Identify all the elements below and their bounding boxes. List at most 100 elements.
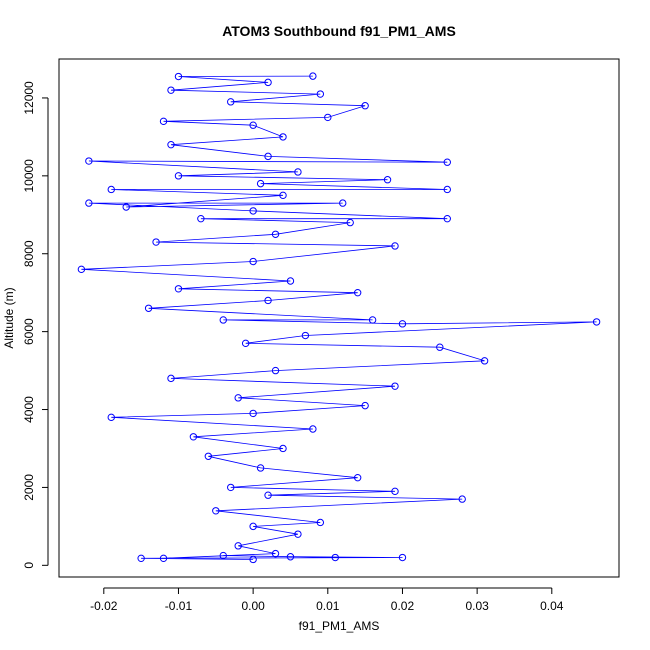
data-point — [480, 357, 489, 365]
data-point — [249, 207, 257, 215]
data-point — [346, 218, 354, 227]
data-point — [324, 113, 332, 122]
data-point — [458, 495, 466, 503]
data-point — [361, 102, 369, 110]
data-point — [189, 433, 198, 441]
data-point — [249, 522, 257, 531]
data-point — [85, 199, 93, 207]
data-point — [174, 285, 183, 293]
data-point — [271, 230, 280, 238]
x-axis-label: f91_PM1_AMS — [299, 619, 380, 633]
data-point — [279, 444, 287, 453]
data-point — [159, 117, 168, 126]
data-point — [398, 553, 407, 562]
data-point — [353, 288, 362, 297]
data-point — [256, 179, 265, 188]
data-point — [271, 366, 280, 375]
data-point — [316, 518, 325, 527]
y-tick-label: 0 — [22, 562, 36, 569]
data-point — [219, 551, 227, 560]
data-point — [241, 339, 250, 348]
data-point — [167, 140, 175, 149]
data-point — [264, 152, 272, 161]
data-point — [174, 72, 183, 81]
data-point — [234, 542, 242, 550]
data-point — [391, 487, 399, 496]
data-point — [167, 374, 175, 383]
data-point — [197, 214, 205, 223]
y-tick-label: 2000 — [22, 474, 36, 501]
data-point — [107, 185, 115, 194]
y-axis: 0 2000 4000 6000 8000 10000 12000 — [22, 81, 49, 569]
data-point — [331, 553, 339, 562]
data-point — [368, 316, 377, 324]
x-tick-label: -0.01 — [165, 599, 193, 613]
y-tick-label: 6000 — [22, 318, 36, 345]
data-point — [174, 172, 183, 180]
data-point — [391, 382, 399, 390]
data-point — [294, 530, 302, 538]
data-point — [383, 176, 392, 184]
data-point — [361, 401, 369, 410]
data-point — [443, 214, 451, 223]
x-tick-label: 0.02 — [391, 599, 415, 613]
data-point — [212, 507, 220, 515]
x-axis: -0.02 -0.01 0.00 0.01 0.02 0.03 0.04 — [90, 587, 564, 613]
data-point — [249, 555, 257, 564]
data-point — [152, 238, 160, 246]
data-point — [264, 296, 272, 305]
data-point — [294, 168, 302, 176]
data-point — [137, 554, 145, 563]
data-point — [286, 553, 295, 561]
data-point — [301, 331, 310, 340]
data-point — [592, 318, 601, 326]
data-point — [339, 199, 347, 207]
x-tick-label: 0.04 — [540, 599, 564, 613]
data-point — [391, 242, 399, 250]
data-point — [77, 265, 86, 274]
chart-title: ATOM3 Southbound f91_PM1_AMS — [222, 23, 456, 39]
series-line — [81, 75, 597, 560]
data-point — [264, 491, 272, 499]
data-point — [443, 185, 451, 194]
data-point — [144, 304, 153, 312]
data-point — [159, 554, 168, 563]
y-tick-label: 10000 — [22, 159, 36, 193]
data-point — [436, 343, 444, 351]
x-tick-label: -0.02 — [90, 599, 118, 613]
data-point — [234, 394, 242, 402]
data-point — [204, 452, 213, 460]
data-point — [122, 203, 130, 211]
x-tick-label: 0.03 — [465, 599, 489, 613]
data-point — [316, 90, 325, 98]
data-point — [279, 191, 287, 200]
data-point — [85, 157, 93, 165]
data-point — [286, 277, 295, 285]
data-point — [219, 316, 227, 324]
series-layer — [77, 72, 601, 564]
x-tick-label: 0.01 — [316, 599, 340, 613]
data-point — [264, 78, 272, 87]
data-point — [107, 413, 115, 422]
data-point — [353, 473, 362, 482]
data-point — [256, 464, 265, 472]
data-point — [249, 409, 257, 418]
data-point — [398, 320, 407, 328]
y-axis-label: Altitude (m) — [2, 287, 16, 348]
data-point — [279, 133, 287, 141]
data-point — [227, 98, 235, 106]
data-point — [309, 72, 317, 80]
y-tick-label: 4000 — [22, 396, 36, 423]
data-point — [443, 158, 451, 166]
y-tick-label: 8000 — [22, 240, 36, 267]
plot-frame — [58, 58, 620, 578]
data-point — [249, 257, 257, 266]
x-tick-label: 0.00 — [241, 599, 265, 613]
data-point — [309, 425, 317, 433]
data-point — [227, 483, 235, 492]
y-tick-label: 12000 — [22, 81, 36, 115]
data-point — [167, 86, 175, 94]
data-point — [249, 121, 257, 129]
